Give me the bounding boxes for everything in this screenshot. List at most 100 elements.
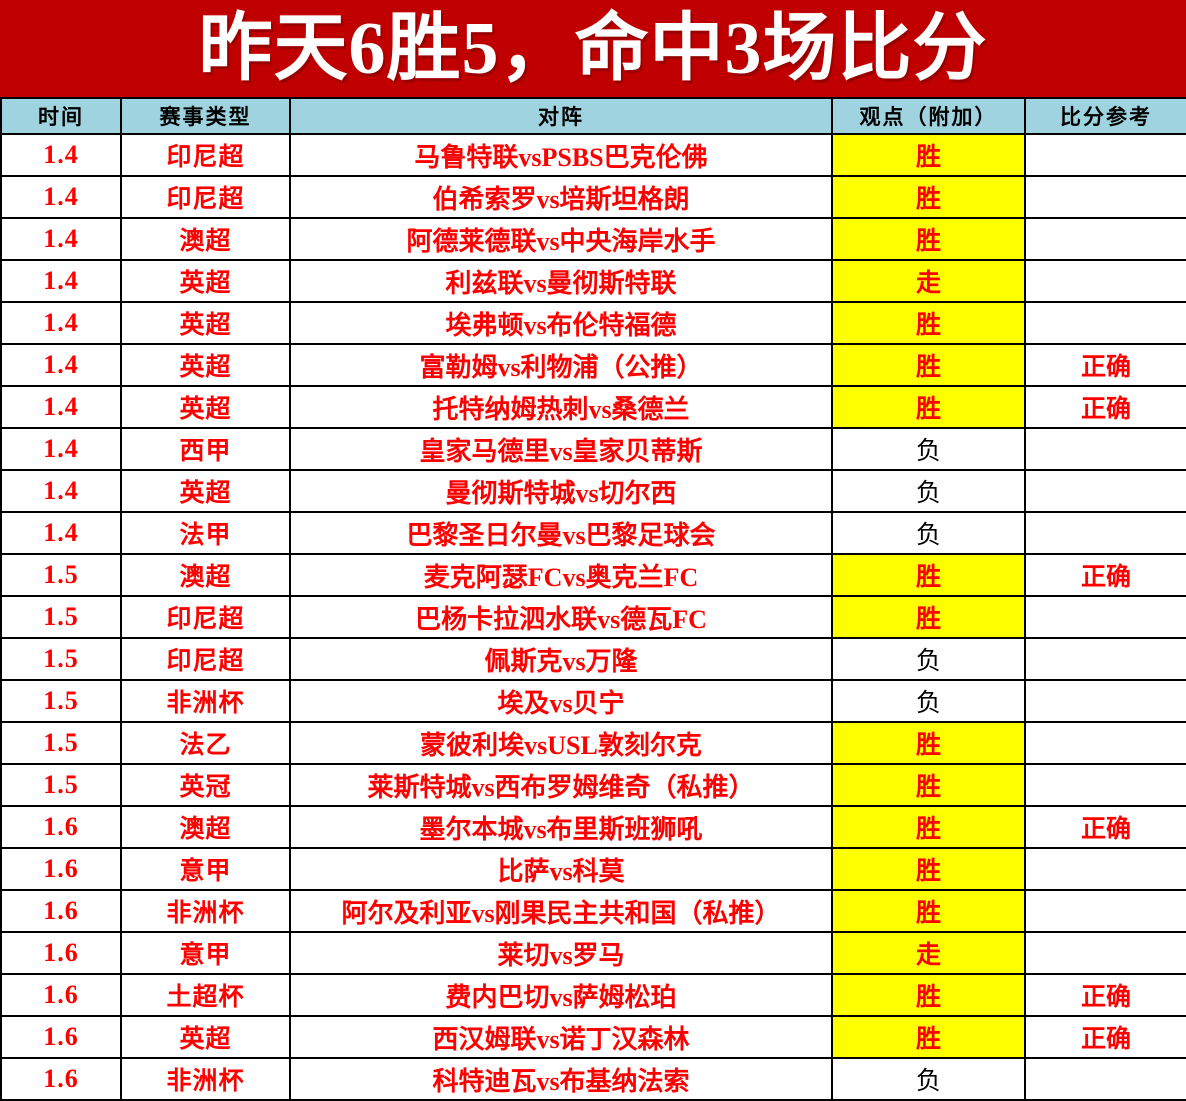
cell-score xyxy=(1024,763,1186,807)
cell-match: 阿德莱德联vs中央海岸水手 xyxy=(289,217,833,261)
cell-time: 1.4 xyxy=(0,469,122,513)
cell-score xyxy=(1024,1057,1186,1101)
cell-league: 印尼超 xyxy=(120,595,291,639)
cell-score xyxy=(1024,721,1186,765)
page-title: 昨天6胜5，命中3场比分 xyxy=(198,7,988,90)
table-row: 1.4 澳超 阿德莱德联vs中央海岸水手胜 xyxy=(0,217,1186,261)
cell-league: 非洲杯 xyxy=(120,679,291,723)
table-row: 1.6 英超 西汉姆联vs诺丁汉森林胜正确 xyxy=(0,1015,1186,1059)
cell-match: 莱斯特城vs西布罗姆维奇（私推） xyxy=(289,763,833,807)
cell-score xyxy=(1024,175,1186,219)
cell-time: 1.4 xyxy=(0,133,122,177)
table-row: 1.5 印尼超 佩斯克vs万隆负 xyxy=(0,637,1186,681)
cell-time: 1.6 xyxy=(0,973,122,1017)
cell-view: 胜 xyxy=(831,805,1026,849)
cell-time: 1.4 xyxy=(0,343,122,387)
cell-league: 英超 xyxy=(120,301,291,345)
table-row: 1.4 英超 埃弗顿vs布伦特福德胜 xyxy=(0,301,1186,345)
table-row: 1.4 法甲 巴黎圣日尔曼vs巴黎足球会负 xyxy=(0,511,1186,555)
cell-score: 正确 xyxy=(1024,343,1186,387)
cell-view: 走 xyxy=(831,931,1026,975)
cell-score xyxy=(1024,847,1186,891)
table-row: 1.6 土超杯 费内巴切vs萨姆松珀胜正确 xyxy=(0,973,1186,1017)
cell-view: 胜 xyxy=(831,343,1026,387)
cell-league: 澳超 xyxy=(120,553,291,597)
cell-league: 印尼超 xyxy=(120,175,291,219)
table-row: 1.5 法乙 蒙彼利埃vsUSL敦刻尔克胜 xyxy=(0,721,1186,765)
cell-match: 利兹联vs曼彻斯特联 xyxy=(289,259,833,303)
table-row: 1.6 澳超 墨尔本城vs布里斯班狮吼胜正确 xyxy=(0,805,1186,849)
cell-time: 1.5 xyxy=(0,721,122,765)
cell-time: 1.5 xyxy=(0,637,122,681)
cell-league: 意甲 xyxy=(120,931,291,975)
cell-view: 走 xyxy=(831,259,1026,303)
cell-score xyxy=(1024,469,1186,513)
cell-score xyxy=(1024,889,1186,933)
cell-score: 正确 xyxy=(1024,385,1186,429)
cell-time: 1.6 xyxy=(0,1015,122,1059)
cell-match: 皇家马德里vs皇家贝蒂斯 xyxy=(289,427,833,471)
cell-score xyxy=(1024,133,1186,177)
cell-score xyxy=(1024,679,1186,723)
column-header-view: 观点（附加） xyxy=(831,97,1026,135)
column-header-league: 赛事类型 xyxy=(120,97,291,135)
table-row: 1.4 英超 富勒姆vs利物浦（公推）胜正确 xyxy=(0,343,1186,387)
cell-score xyxy=(1024,511,1186,555)
cell-time: 1.6 xyxy=(0,847,122,891)
cell-score xyxy=(1024,637,1186,681)
cell-view: 负 xyxy=(831,679,1026,723)
table-header: 时间 赛事类型 对阵 观点（附加） 比分参考 xyxy=(0,97,1186,135)
cell-score xyxy=(1024,217,1186,261)
table-row: 1.5 印尼超 巴杨卡拉泗水联vs德瓦FC 胜 xyxy=(0,595,1186,639)
table-row: 1.4 英超 曼彻斯特城vs切尔西负 xyxy=(0,469,1186,513)
cell-league: 英超 xyxy=(120,1015,291,1059)
table-body: 1.4 印尼超 马鲁特联vsPSBS巴克伦佛胜 1.4 印尼超 伯希索罗vs培斯坦格朗胜 1… xyxy=(0,133,1186,1101)
cell-match: 马鲁特联vsPSBS巴克伦佛 xyxy=(289,133,833,177)
cell-match: 比萨vs科莫 xyxy=(289,847,833,891)
cell-match: 蒙彼利埃vsUSL敦刻尔克 xyxy=(289,721,833,765)
cell-view: 负 xyxy=(831,1057,1026,1101)
cell-match: 莱切vs罗马 xyxy=(289,931,833,975)
cell-view: 负 xyxy=(831,469,1026,513)
cell-match: 巴黎圣日尔曼vs巴黎足球会 xyxy=(289,511,833,555)
cell-match: 埃及vs贝宁 xyxy=(289,679,833,723)
cell-score xyxy=(1024,259,1186,303)
cell-view: 负 xyxy=(831,637,1026,681)
cell-match: 巴杨卡拉泗水联vs德瓦FC xyxy=(289,595,833,639)
cell-view: 胜 xyxy=(831,553,1026,597)
cell-score: 正确 xyxy=(1024,805,1186,849)
cell-match: 埃弗顿vs布伦特福德 xyxy=(289,301,833,345)
table-row: 1.4 西甲 皇家马德里vs皇家贝蒂斯负 xyxy=(0,427,1186,471)
cell-match: 富勒姆vs利物浦（公推） xyxy=(289,343,833,387)
cell-league: 英超 xyxy=(120,469,291,513)
cell-score: 正确 xyxy=(1024,553,1186,597)
cell-match: 阿尔及利亚vs刚果民主共和国（私推） xyxy=(289,889,833,933)
cell-league: 土超杯 xyxy=(120,973,291,1017)
table-row: 1.4 印尼超 马鲁特联vsPSBS巴克伦佛胜 xyxy=(0,133,1186,177)
cell-time: 1.6 xyxy=(0,1057,122,1101)
table-row: 1.4 印尼超 伯希索罗vs培斯坦格朗胜 xyxy=(0,175,1186,219)
cell-view: 胜 xyxy=(831,721,1026,765)
cell-view: 胜 xyxy=(831,175,1026,219)
cell-time: 1.6 xyxy=(0,931,122,975)
cell-league: 非洲杯 xyxy=(120,889,291,933)
cell-view: 胜 xyxy=(831,133,1026,177)
cell-match: 曼彻斯特城vs切尔西 xyxy=(289,469,833,513)
cell-time: 1.4 xyxy=(0,301,122,345)
table-header-row: 时间 赛事类型 对阵 观点（附加） 比分参考 xyxy=(0,97,1186,135)
table-row: 1.6 非洲杯 科特迪瓦vs布基纳法索负 xyxy=(0,1057,1186,1101)
cell-view: 负 xyxy=(831,511,1026,555)
cell-view: 负 xyxy=(831,427,1026,471)
table-row: 1.4 英超 托特纳姆热刺vs桑德兰胜正确 xyxy=(0,385,1186,429)
cell-league: 英超 xyxy=(120,385,291,429)
cell-match: 科特迪瓦vs布基纳法索 xyxy=(289,1057,833,1101)
cell-league: 印尼超 xyxy=(120,637,291,681)
cell-league: 印尼超 xyxy=(120,133,291,177)
cell-time: 1.5 xyxy=(0,553,122,597)
cell-league: 澳超 xyxy=(120,805,291,849)
cell-time: 1.5 xyxy=(0,763,122,807)
column-header-score: 比分参考 xyxy=(1024,97,1186,135)
cell-time: 1.4 xyxy=(0,427,122,471)
cell-league: 法乙 xyxy=(120,721,291,765)
cell-league: 英冠 xyxy=(120,763,291,807)
